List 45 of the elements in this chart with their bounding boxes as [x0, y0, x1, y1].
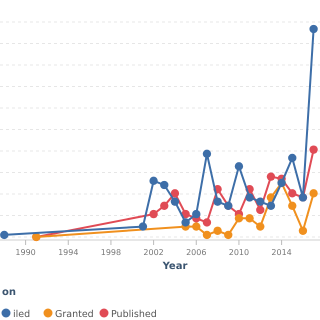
point — [170, 197, 180, 206]
x-tick-label: 1990 — [15, 248, 36, 257]
point — [298, 226, 308, 235]
point — [288, 154, 296, 162]
point — [309, 189, 318, 198]
point — [309, 145, 318, 154]
point — [224, 230, 232, 240]
point — [160, 180, 168, 190]
point — [213, 226, 222, 235]
point — [202, 230, 212, 240]
x-tick-label: 1994 — [58, 248, 78, 257]
legend-label: Published — [111, 309, 157, 320]
point — [202, 150, 212, 158]
point — [234, 162, 244, 170]
point — [138, 222, 148, 231]
legend-title: on — [2, 287, 16, 298]
point — [256, 222, 264, 231]
x-tick-label: 2002 — [143, 248, 164, 257]
point — [202, 218, 212, 227]
point — [309, 24, 318, 34]
point — [181, 218, 190, 227]
point — [266, 172, 276, 181]
point — [213, 197, 222, 206]
legend-label: iled — [13, 309, 30, 320]
point — [245, 193, 254, 202]
legend-label: Granted — [55, 309, 94, 320]
point — [192, 210, 200, 218]
x-axis-title: Year — [162, 261, 188, 272]
point — [160, 202, 168, 210]
x-tick-label: 1998 — [100, 248, 122, 257]
x-tick-label: 2010 — [228, 248, 250, 257]
point — [0, 230, 8, 240]
point — [149, 210, 158, 218]
point — [288, 189, 296, 198]
x-tick-label: 2014 — [271, 248, 292, 257]
point — [149, 176, 158, 186]
point — [192, 222, 200, 231]
point — [256, 206, 264, 214]
point — [266, 202, 276, 210]
point — [234, 214, 244, 222]
x-tick-label: 2006 — [186, 248, 206, 257]
point — [256, 197, 264, 206]
point — [245, 214, 254, 222]
point — [288, 202, 296, 210]
point — [170, 189, 180, 198]
